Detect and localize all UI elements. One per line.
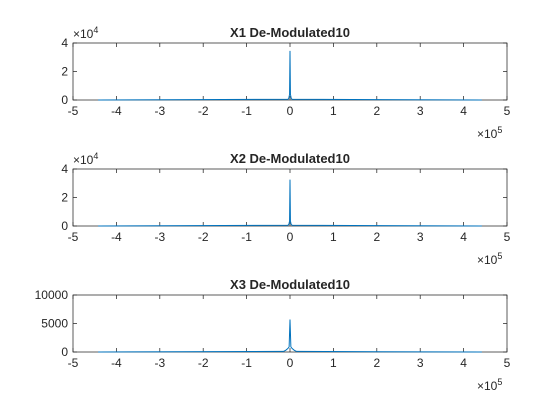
subplot-1: X1 De-Modulated10 -5 -4 -3 -2 -1 0 1 2 3 4 5 0 2 4 ×104… [61,25,510,141]
y-tick-label: 0 [61,345,68,359]
x-tick-label: -4 [111,230,122,244]
x-tick-label: -3 [154,230,165,244]
x-tick-label: 0 [287,356,294,370]
x-axis-multiplier: ×105 [477,251,502,267]
chart-title: X1 De-Modulated10 [230,25,350,40]
y-tick-label: 10000 [35,288,69,302]
y-tick-label: 0 [61,219,68,233]
y-tick-label: 5000 [41,317,68,331]
x-tick-label: -2 [198,230,209,244]
x-tick-label: 4 [460,230,467,244]
y-tick-label: 4 [61,162,68,176]
x-axis-multiplier: ×105 [477,377,502,393]
x-tick-label: -1 [241,104,252,118]
x-tick-label: 1 [330,104,337,118]
x-tick-label: 2 [373,230,380,244]
y-axis-multiplier: ×104 [73,151,98,167]
x-tick-label: 0 [287,230,294,244]
x-tick-label: -2 [198,104,209,118]
x-tick-label: -1 [241,356,252,370]
y-tick-label: 0 [61,93,68,107]
x-tick-label: 3 [417,230,424,244]
x-tick-label: -3 [154,356,165,370]
subplot-3: X3 De-Modulated10 -5 -4 -3 -2 -1 0 1 2 3 4 5 0 5000 10… [35,277,511,393]
x-tick-label: 3 [417,104,424,118]
x-tick-label: 1 [330,230,337,244]
x-tick-label: -5 [68,104,79,118]
x-tick-label: 4 [460,356,467,370]
x-axis-multiplier: ×105 [477,125,502,141]
chart-title: X3 De-Modulated10 [230,277,350,292]
x-tick-label: -1 [241,230,252,244]
x-tick-label: -4 [111,104,122,118]
x-tick-label: 2 [373,104,380,118]
y-tick-label: 2 [61,191,68,205]
x-tick-label: 5 [504,104,511,118]
chart-title: X2 De-Modulated10 [230,151,350,166]
y-tick-label: 2 [61,65,68,79]
x-tick-label: 4 [460,104,467,118]
x-tick-label: -3 [154,104,165,118]
series-line [98,50,482,101]
x-tick-label: -5 [68,230,79,244]
x-tick-label: 5 [504,230,511,244]
y-axis-multiplier: ×104 [73,25,98,41]
x-tick-label: 3 [417,356,424,370]
x-tick-label: 1 [330,356,337,370]
x-tick-label: -2 [198,356,209,370]
x-tick-label: 2 [373,356,380,370]
x-tick-label: -5 [68,356,79,370]
x-tick-label: 5 [504,356,511,370]
y-tick-label: 4 [61,36,68,50]
series-line [98,319,482,353]
series-line [98,179,482,227]
x-tick-label: 0 [287,104,294,118]
subplot-2: X2 De-Modulated10 -5 -4 -3 -2 -1 0 1 2 3 4 5 0 2 4 ×104… [61,151,510,267]
x-tick-label: -4 [111,356,122,370]
